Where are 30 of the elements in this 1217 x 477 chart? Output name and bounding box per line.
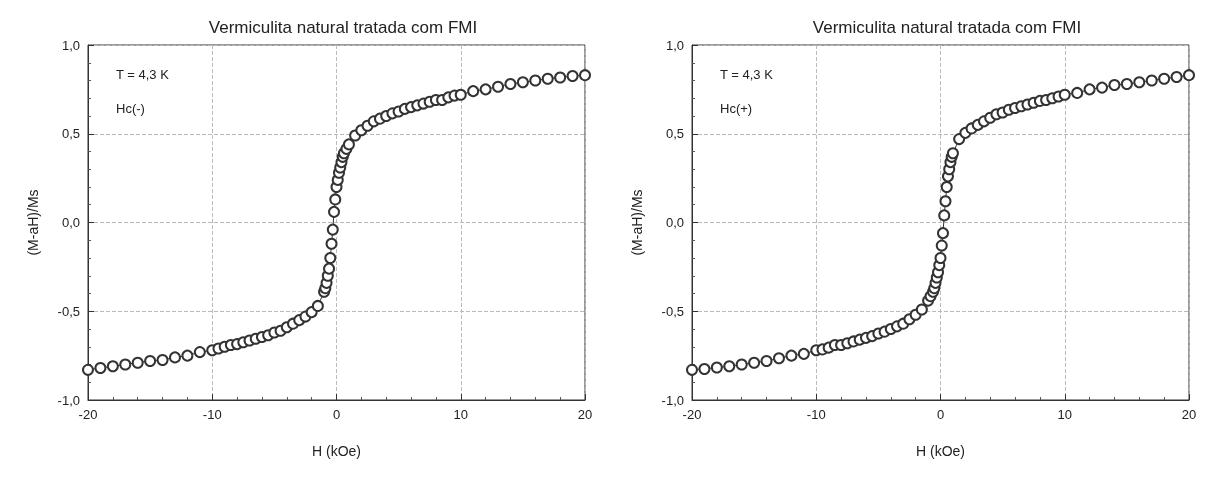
x-tick-label: -20 xyxy=(682,407,702,422)
y-axis-title: (M-aH)/Ms xyxy=(25,189,41,256)
y-tick-label: -1,0 xyxy=(57,392,80,408)
x-tick-label: 10 xyxy=(453,407,468,422)
annotation: Hc(-) xyxy=(116,101,145,116)
chart-title: Vermiculita natural tratada com FMI xyxy=(812,18,1082,37)
x-tick-label: -10 xyxy=(806,407,826,422)
x-axis-title: H (kOe) xyxy=(916,443,965,459)
y-tick-label: -1,0 xyxy=(661,392,684,408)
y-tick-label: -0,5 xyxy=(57,303,80,319)
y-tick-label: 0,0 xyxy=(61,215,80,230)
y-tick-label: 1,0 xyxy=(61,37,80,53)
x-axis-title: H (kOe) xyxy=(312,443,361,459)
annotation: Hc(+) xyxy=(720,101,753,116)
x-tick-label: -20 xyxy=(78,407,98,422)
y-tick-label: -0,5 xyxy=(661,303,684,319)
x-tick-label: 0 xyxy=(332,407,341,422)
annotation: T = 4,3 K xyxy=(720,67,774,82)
annotation: T = 4,3 K xyxy=(116,67,170,82)
x-tick-label: -10 xyxy=(202,407,222,422)
y-tick-label: 0,5 xyxy=(665,126,684,142)
y-tick-label: 1,0 xyxy=(665,37,684,53)
x-tick-label: 20 xyxy=(1181,407,1197,422)
y-tick-label: 0,0 xyxy=(665,215,684,230)
y-axis-title: (M-aH)/Ms xyxy=(629,189,645,256)
x-tick-label: 20 xyxy=(577,407,593,422)
x-tick-label: 10 xyxy=(1057,407,1072,422)
y-tick-label: 0,5 xyxy=(61,126,80,142)
x-tick-label: 0 xyxy=(936,407,945,422)
chart-title: Vermiculita natural tratada com FMI xyxy=(208,18,478,37)
